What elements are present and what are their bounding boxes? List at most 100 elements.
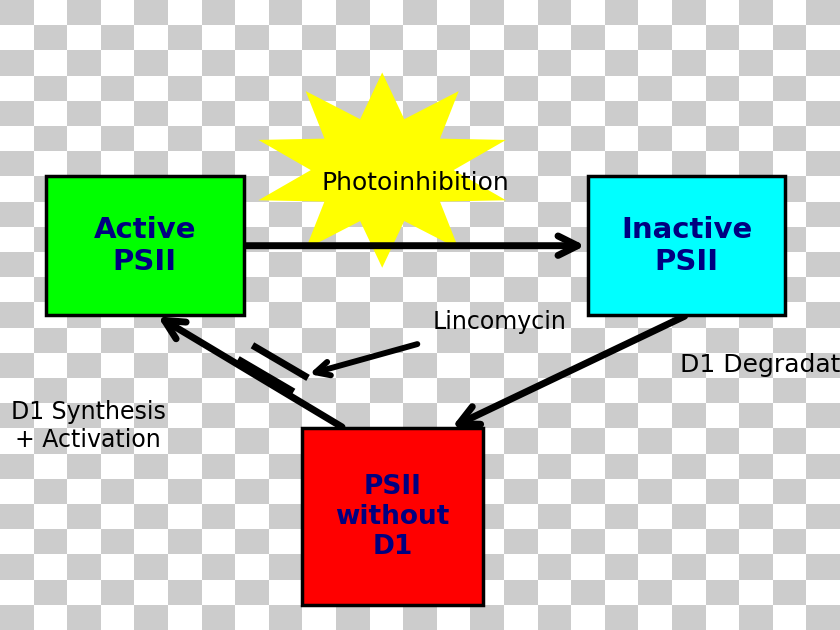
Bar xyxy=(706,252,739,277)
Bar xyxy=(739,353,773,378)
Bar xyxy=(336,76,370,101)
Bar xyxy=(470,605,504,630)
Bar xyxy=(370,25,403,50)
Bar xyxy=(202,0,235,25)
Bar xyxy=(403,227,437,252)
Bar xyxy=(370,50,403,76)
Bar xyxy=(269,454,302,479)
Bar xyxy=(638,605,672,630)
Bar xyxy=(134,0,168,25)
Bar xyxy=(101,302,134,328)
Bar xyxy=(773,403,806,428)
Bar xyxy=(202,50,235,76)
Polygon shape xyxy=(259,72,506,268)
Bar xyxy=(370,479,403,504)
Bar xyxy=(739,202,773,227)
Bar xyxy=(67,529,101,554)
Bar xyxy=(34,101,67,126)
Bar xyxy=(706,126,739,151)
Bar xyxy=(403,529,437,554)
Bar xyxy=(638,454,672,479)
Bar xyxy=(302,479,336,504)
Bar xyxy=(437,580,470,605)
Bar xyxy=(336,580,370,605)
Bar xyxy=(638,353,672,378)
Bar xyxy=(269,580,302,605)
Bar xyxy=(168,302,202,328)
Bar xyxy=(302,580,336,605)
Bar xyxy=(336,202,370,227)
Bar xyxy=(739,580,773,605)
Bar xyxy=(202,302,235,328)
Bar xyxy=(638,428,672,454)
Bar xyxy=(302,101,336,126)
Bar xyxy=(571,353,605,378)
Bar xyxy=(202,504,235,529)
Bar xyxy=(101,353,134,378)
Bar xyxy=(437,202,470,227)
Bar xyxy=(0,76,34,101)
Bar xyxy=(571,227,605,252)
Bar xyxy=(605,479,638,504)
Bar xyxy=(336,0,370,25)
Bar xyxy=(0,0,34,25)
Bar xyxy=(269,151,302,176)
Bar xyxy=(0,151,34,176)
Bar xyxy=(672,25,706,50)
Bar xyxy=(605,353,638,378)
Bar xyxy=(168,176,202,202)
Bar xyxy=(67,479,101,504)
Bar xyxy=(638,378,672,403)
Bar xyxy=(571,328,605,353)
Bar xyxy=(538,302,571,328)
Bar xyxy=(739,554,773,580)
Bar xyxy=(672,252,706,277)
Bar xyxy=(672,76,706,101)
Bar xyxy=(437,529,470,554)
Bar xyxy=(302,454,336,479)
Bar xyxy=(638,176,672,202)
Bar xyxy=(605,76,638,101)
Bar xyxy=(638,252,672,277)
Bar xyxy=(706,25,739,50)
Bar xyxy=(773,126,806,151)
Bar xyxy=(706,454,739,479)
Bar xyxy=(67,0,101,25)
Bar xyxy=(134,151,168,176)
Bar xyxy=(370,454,403,479)
Bar xyxy=(134,554,168,580)
Bar xyxy=(336,454,370,479)
Bar xyxy=(235,454,269,479)
Bar xyxy=(134,76,168,101)
Bar xyxy=(235,328,269,353)
Bar xyxy=(269,252,302,277)
Bar xyxy=(638,328,672,353)
Bar xyxy=(403,252,437,277)
Bar xyxy=(672,227,706,252)
Bar xyxy=(235,479,269,504)
Bar xyxy=(470,50,504,76)
Bar xyxy=(269,227,302,252)
Bar xyxy=(134,605,168,630)
Bar xyxy=(269,25,302,50)
Bar xyxy=(672,50,706,76)
Bar xyxy=(470,328,504,353)
Bar xyxy=(269,101,302,126)
Bar xyxy=(706,504,739,529)
Bar xyxy=(134,353,168,378)
FancyBboxPatch shape xyxy=(46,176,244,315)
Bar xyxy=(370,202,403,227)
Bar xyxy=(470,479,504,504)
Bar xyxy=(235,428,269,454)
Bar xyxy=(168,605,202,630)
Bar xyxy=(739,101,773,126)
Bar xyxy=(773,479,806,504)
Bar xyxy=(168,479,202,504)
Bar xyxy=(302,328,336,353)
Bar xyxy=(773,101,806,126)
Bar xyxy=(101,151,134,176)
Bar xyxy=(336,25,370,50)
Bar xyxy=(437,504,470,529)
Bar xyxy=(134,50,168,76)
Bar xyxy=(370,605,403,630)
